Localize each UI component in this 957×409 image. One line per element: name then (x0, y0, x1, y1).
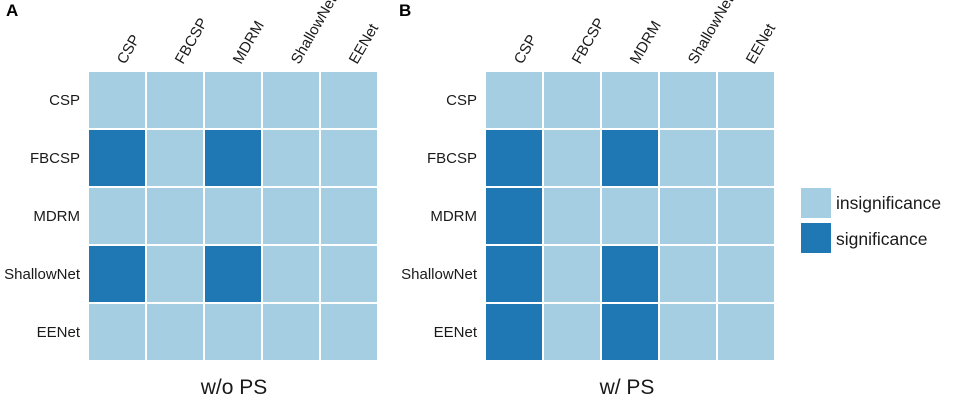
heatmap-cell-a-1-1 (145, 128, 205, 188)
row-label-b-3: ShallowNet (401, 266, 478, 283)
column-label-a-0: CSP (114, 32, 144, 67)
panel-label-b: B (399, 1, 411, 20)
heatmap-cell-a-0-4 (319, 70, 379, 130)
column-label-a-4: EENet (346, 20, 383, 67)
heatmap-cell-b-2-0 (484, 186, 544, 246)
row-labels-a: CSP FBCSP MDRM ShallowNet EENet (4, 92, 81, 341)
heatmap-panel-a: A CSP FBCSP MDRM ShallowNet EENet CSPFBCSPMD… (4, 0, 382, 399)
heatmap-cells-a (87, 70, 379, 362)
heatmap-cell-a-0-1 (145, 70, 205, 130)
legend: insignificance significance (801, 188, 941, 253)
heatmap-cell-a-4-2 (203, 302, 263, 362)
heatmap-cell-a-4-4 (319, 302, 379, 362)
legend-label-significance: significance (836, 229, 927, 249)
column-label-b-2: MDRM (627, 18, 665, 67)
heatmap-cell-b-4-1 (542, 302, 602, 362)
heatmap-cell-b-3-0 (484, 244, 544, 304)
heatmap-cell-a-2-1 (145, 186, 205, 246)
row-label-a-3: ShallowNet (4, 266, 81, 283)
column-label-a-2: MDRM (230, 18, 268, 67)
heatmap-cell-a-3-1 (145, 244, 205, 304)
heatmap-cell-a-1-3 (261, 128, 321, 188)
column-label-a-3: ShallowNet (288, 0, 341, 67)
heatmap-cell-a-0-0 (87, 70, 147, 130)
row-label-b-4: EENet (434, 324, 478, 341)
row-label-a-0: CSP (49, 92, 80, 109)
heatmap-cell-a-2-0 (87, 186, 147, 246)
heatmap-cell-b-4-0 (484, 302, 544, 362)
row-label-a-4: EENet (37, 324, 81, 341)
heatmap-cell-b-0-2 (600, 70, 660, 130)
heatmap-cell-b-0-4 (716, 70, 776, 130)
heatmap-cell-b-1-1 (542, 128, 602, 188)
heatmap-cell-a-3-0 (87, 244, 147, 304)
row-labels-b: CSP FBCSP MDRM ShallowNet EENet (401, 92, 478, 341)
column-label-b-4: EENet (743, 20, 780, 67)
heatmap-cell-a-3-3 (261, 244, 321, 304)
x-axis-label-a: w/o PS (200, 376, 268, 399)
heatmap-cell-b-4-4 (716, 302, 776, 362)
heatmap-cells-b (484, 70, 776, 362)
column-labels-a: CSP FBCSP MDRM ShallowNet EENet (114, 0, 383, 67)
heatmap-cell-b-1-3 (658, 128, 718, 188)
heatmap-cell-a-1-2 (203, 128, 263, 188)
heatmap-cell-a-0-2 (203, 70, 263, 130)
x-axis-label-b: w/ PS (599, 376, 655, 399)
panel-label-a: A (6, 1, 18, 20)
heatmap-cell-b-4-3 (658, 302, 718, 362)
column-label-a-1: FBCSP (172, 15, 212, 67)
heatmap-cell-b-1-2 (600, 128, 660, 188)
heatmap-cell-b-0-0 (484, 70, 544, 130)
row-label-a-2: MDRM (33, 208, 80, 225)
heatmap-cell-a-2-2 (203, 186, 263, 246)
heatmap-cell-b-2-2 (600, 186, 660, 246)
column-label-b-3: ShallowNet (685, 0, 738, 67)
heatmap-cell-b-0-3 (658, 70, 718, 130)
legend-swatch-significance (801, 223, 831, 253)
heatmap-cell-b-0-1 (542, 70, 602, 130)
heatmap-cell-a-4-0 (87, 302, 147, 362)
legend-label-insignificance: insignificance (836, 193, 941, 213)
heatmap-cell-b-3-1 (542, 244, 602, 304)
column-label-b-1: FBCSP (569, 15, 609, 67)
heatmap-cell-a-1-0 (87, 128, 147, 188)
heatmap-cell-b-2-3 (658, 186, 718, 246)
heatmap-panel-b: B CSP FBCSP MDRM ShallowNet EENet CSPFBCSPMD… (399, 0, 780, 399)
heatmap-cell-b-1-4 (716, 128, 776, 188)
heatmap-cell-a-3-4 (319, 244, 379, 304)
heatmap-cell-b-3-3 (658, 244, 718, 304)
legend-swatch-insignificance (801, 188, 831, 218)
heatmap-cell-b-3-2 (600, 244, 660, 304)
heatmap-cell-b-2-1 (542, 186, 602, 246)
row-label-a-1: FBCSP (30, 150, 80, 167)
column-labels-b: CSP FBCSP MDRM ShallowNet EENet (511, 0, 780, 67)
heatmap-cell-b-1-0 (484, 128, 544, 188)
heatmap-cell-a-4-3 (261, 302, 321, 362)
heatmap-cell-a-0-3 (261, 70, 321, 130)
heatmap-cell-a-2-4 (319, 186, 379, 246)
heatmap-cell-b-4-2 (600, 302, 660, 362)
column-label-b-0: CSP (511, 32, 541, 67)
heatmap-cell-a-1-4 (319, 128, 379, 188)
row-label-b-0: CSP (446, 92, 477, 109)
heatmap-cell-a-4-1 (145, 302, 205, 362)
row-label-b-2: MDRM (430, 208, 477, 225)
heatmap-cell-b-3-4 (716, 244, 776, 304)
heatmap-cell-a-2-3 (261, 186, 321, 246)
row-label-b-1: FBCSP (427, 150, 477, 167)
heatmap-cell-b-2-4 (716, 186, 776, 246)
heatmap-cell-a-3-2 (203, 244, 263, 304)
